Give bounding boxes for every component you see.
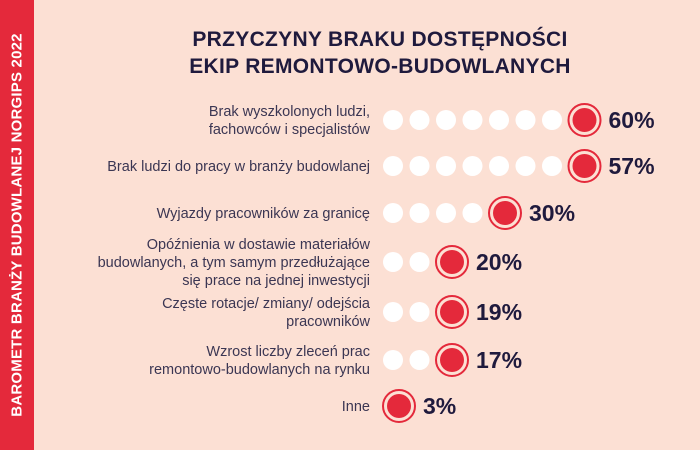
category-label: Opóźnienia w dostawie materiałów budowlan…: [98, 237, 371, 289]
category-label-line: budowlanych, a tym samym przedłużające: [98, 255, 370, 271]
value-dot: [436, 110, 456, 130]
value-marker-ring: [567, 149, 602, 183]
category-label-line: fachowców i specjalistów: [209, 122, 371, 138]
category-label-line: remontowo-budowlanych na rynku: [149, 362, 370, 378]
value-dot: [383, 156, 403, 176]
value-dot: [462, 156, 483, 176]
chart-title-line-2: EKIP REMONTOWO-BUDOWLANYCH: [189, 55, 571, 78]
chart-title: PRZYCZYNY BRAKU DOSTĘPNOŚCI EKIP REMONTO…: [60, 26, 700, 80]
category-label-line: Brak ludzi do pracy w branży budowlanej: [107, 159, 370, 175]
category-label-line: Inne: [342, 399, 370, 415]
value-marker: [387, 394, 411, 418]
value-marker-ring: [435, 295, 469, 329]
value-label: 57%: [609, 153, 655, 179]
value-dot: [383, 203, 403, 223]
value-dot: [489, 156, 509, 176]
category-label-line: Wzrost liczby zleceń prac: [206, 344, 370, 360]
value-label: 19%: [476, 299, 522, 325]
value-dot: [515, 110, 536, 130]
category-label: Wzrost liczby zleceń prac remontowo-budow…: [149, 344, 370, 378]
category-label-line: się prace na jednej inwestycji: [182, 273, 370, 289]
sidebar-banner: BAROMETR BRANŻY BUDOWLANEJ NORGIPS 2022: [0, 0, 34, 450]
value-dot: [409, 302, 430, 322]
value-dot: [436, 203, 456, 223]
value-dot: [542, 110, 562, 130]
value-dot: [383, 302, 403, 322]
value-marker: [440, 250, 464, 274]
value-dot: [383, 110, 403, 130]
value-marker: [493, 201, 517, 225]
category-label-line: Częste rotacje/ zmiany/ odejścia: [162, 296, 371, 312]
category-label-line: pracowników: [286, 314, 370, 330]
category-label: Inne: [342, 399, 370, 415]
value-marker: [572, 154, 597, 178]
value-marker-ring: [435, 245, 469, 279]
value-label: 30%: [529, 200, 575, 226]
value-label: 20%: [476, 249, 522, 275]
category-label: Brak wyszkolonych ludzi, fachowców i spec…: [209, 104, 371, 138]
value-label: 60%: [609, 107, 655, 133]
category-label-line: Brak wyszkolonych ludzi,: [209, 104, 370, 120]
category-label: Wyjazdy pracowników za granicę: [157, 206, 370, 222]
value-dot: [409, 156, 430, 176]
category-label: Częste rotacje/ zmiany/ odejścia pracowni…: [162, 296, 371, 330]
value-label: 3%: [423, 393, 456, 419]
value-dot: [436, 156, 456, 176]
value-dot: [489, 110, 509, 130]
value-dot: [542, 156, 562, 176]
value-marker: [440, 300, 464, 324]
value-marker: [572, 108, 597, 132]
value-dot: [383, 350, 403, 370]
value-marker-ring: [488, 196, 522, 230]
chart-title-line-1: PRZYCZYNY BRAKU DOSTĘPNOŚCI: [192, 28, 568, 51]
value-dot: [409, 110, 430, 130]
value-marker: [440, 348, 464, 372]
value-marker-ring: [567, 103, 602, 137]
value-marker-ring: [382, 389, 416, 423]
value-dot: [515, 156, 536, 176]
value-dot: [409, 350, 430, 370]
value-dot: [409, 252, 430, 272]
value-label: 17%: [476, 347, 522, 373]
value-dot: [383, 252, 403, 272]
value-dot: [462, 203, 483, 223]
category-label-line: Opóźnienia w dostawie materiałów: [147, 237, 371, 253]
value-marker-ring: [435, 343, 469, 377]
value-dot: [409, 203, 430, 223]
value-dot: [462, 110, 483, 130]
category-label: Brak ludzi do pracy w branży budowlanej: [107, 159, 370, 175]
category-label-line: Wyjazdy pracowników za granicę: [157, 206, 370, 222]
